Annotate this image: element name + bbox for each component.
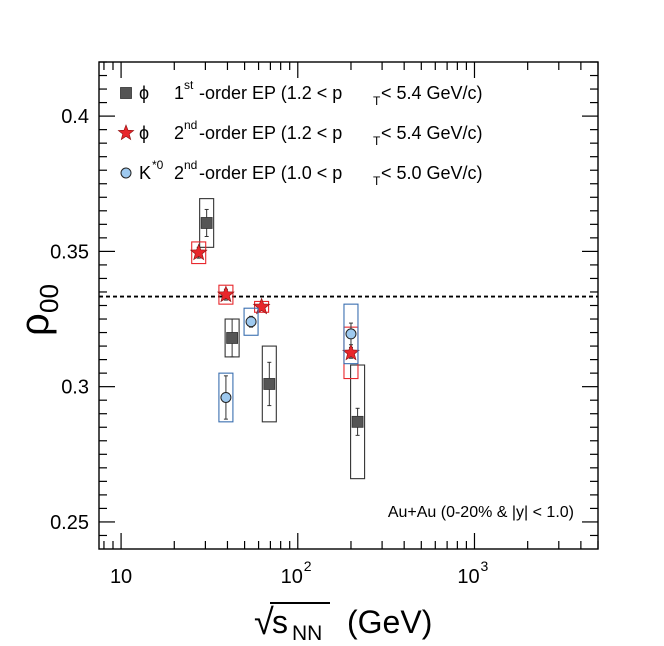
data-point [189, 243, 208, 261]
x-tick-label-exponent: 3 [480, 558, 488, 574]
systematic-box [343, 303, 359, 365]
legend-order: 1 [174, 83, 184, 103]
systematic-box [199, 198, 215, 248]
systematic-box [218, 372, 234, 423]
data-point [342, 343, 360, 361]
series-2 [189, 241, 360, 380]
y-label-rho: ρ [13, 313, 57, 336]
systematic-box [218, 284, 234, 305]
legend-marker [120, 167, 132, 179]
legend-particle: ϕ [139, 83, 149, 103]
data-point [263, 378, 276, 390]
data-point [245, 316, 257, 328]
y-tick-label: 0.4 [61, 106, 89, 128]
data-point [252, 297, 271, 315]
legend-order-superscript: st [184, 78, 194, 92]
legend-order: 2 [174, 163, 184, 183]
legend-text: -order EP (1.0 < p [199, 163, 342, 183]
legend-text: -order EP (1.2 < p [199, 123, 342, 143]
y-tick-label: 0.3 [61, 377, 89, 399]
legend-text: < 5.0 GeV/c) [381, 163, 483, 183]
data-point [217, 285, 235, 303]
legend-text: < 5.4 GeV/c) [381, 83, 483, 103]
systematic-box [191, 241, 207, 265]
axes: 10 10 2 10 30.250.30.350.4 [50, 61, 599, 588]
y-axis-label: ρ 00 [13, 284, 64, 336]
x-label-unit: (GeV) [347, 604, 432, 640]
legend-order-superscript: nd [184, 158, 197, 172]
series-3 [218, 303, 359, 423]
x-tick-label: 10 [281, 566, 303, 588]
plot-area [99, 198, 598, 480]
x-tick-label: 10 [110, 566, 132, 588]
data-point [220, 391, 232, 403]
systematic-box [243, 307, 259, 336]
legend-marker [117, 124, 135, 141]
legend-marker [120, 87, 132, 99]
legend-particle: K [139, 163, 151, 183]
series-1 [199, 198, 366, 480]
x-axis-label: √ s NN (GeV) [254, 601, 432, 645]
legend-text: -order EP (1.2 < p [199, 83, 342, 103]
data-point [351, 415, 364, 428]
data-point [200, 217, 213, 229]
legend-text: < 5.4 GeV/c) [381, 123, 483, 143]
data-point [226, 332, 239, 344]
x-tick-label-exponent: 2 [304, 558, 312, 574]
legend-text-subscript: T [373, 174, 381, 188]
legend-text-subscript: T [373, 94, 381, 108]
legend-order-superscript: nd [184, 118, 197, 132]
y-label-subscript: 00 [34, 284, 64, 313]
legend-particle-superscript: *0 [152, 158, 164, 172]
x-label-s: s [272, 604, 288, 640]
systematic-box [261, 345, 277, 423]
x-label-sqrt-sign: √ [254, 601, 274, 642]
legend-order: 2 [174, 123, 184, 143]
y-tick-label: 0.25 [50, 512, 89, 534]
data-point [345, 328, 357, 340]
y-tick-label: 0.35 [50, 241, 89, 263]
annotation-label: Au+Au (0-20% & |y| < 1.0) [388, 504, 574, 521]
legend-particle: ϕ [139, 123, 149, 143]
legend-text-subscript: T [373, 134, 381, 148]
x-label-subscript: NN [292, 622, 322, 645]
x-tick-label: 10 [457, 566, 479, 588]
